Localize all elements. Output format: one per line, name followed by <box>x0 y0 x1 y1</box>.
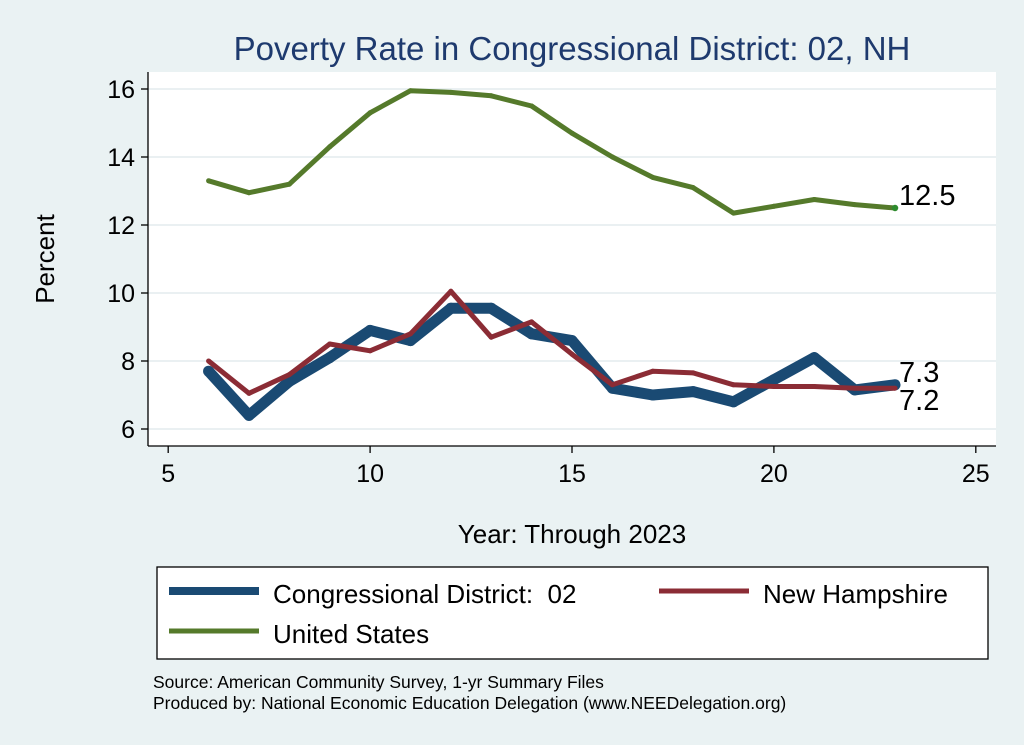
series-0-point-17 <box>647 389 659 401</box>
chart-title: Poverty Rate in Congressional District: … <box>234 30 911 67</box>
series-1-point-9 <box>327 341 333 347</box>
series-2-point-13 <box>488 93 494 99</box>
series-2-point-14 <box>529 103 535 109</box>
series-1-point-20 <box>771 384 777 389</box>
series-2-point-20 <box>771 203 777 209</box>
end-label-0: 7.3 <box>899 357 939 389</box>
series-1-point-18 <box>690 370 696 376</box>
series-2-point-15 <box>569 130 575 136</box>
series-line-1 <box>207 288 895 396</box>
series-1-point-22 <box>852 385 858 391</box>
y-tick-label-16: 16 <box>107 76 135 104</box>
x-tick-label-5: 5 <box>161 460 175 488</box>
series-2-point-9 <box>327 144 333 150</box>
series-1-point-11 <box>407 331 413 337</box>
end-label-2: 12.5 <box>899 180 955 212</box>
series-2-point-19 <box>731 210 737 216</box>
y-tick-label-12: 12 <box>107 212 135 240</box>
series-2-point-8 <box>286 181 292 187</box>
end-marker-2 <box>891 204 899 212</box>
source-note: Source: American Community Survey, 1-yr … <box>153 672 604 692</box>
x-tick-label-25: 25 <box>962 460 990 488</box>
series-1-point-17 <box>650 368 656 374</box>
x-tick-label-20: 20 <box>760 460 788 488</box>
series-1-point-21 <box>811 384 817 389</box>
series-0-point-10 <box>364 324 376 336</box>
series-1-point-10 <box>367 348 373 354</box>
series-1-point-6 <box>206 358 212 364</box>
x-axis-label: Year: Through 2023 <box>458 519 686 549</box>
series-0-point-14 <box>526 328 538 340</box>
series-0-point-19 <box>728 396 740 408</box>
y-axis-ticks: 6 8 10 12 14 16 <box>107 76 148 444</box>
y-axis-label: Percent <box>30 213 60 303</box>
series-1-point-14 <box>529 319 535 325</box>
series-2-point-22 <box>852 202 858 208</box>
series-0-point-7 <box>243 409 255 421</box>
series-1-point-23 <box>892 385 898 391</box>
legend-label-district: Congressional District: 02 <box>273 579 576 609</box>
series-0-point-6 <box>203 365 215 377</box>
series-2-point-17 <box>650 174 656 180</box>
series-1-point-13 <box>488 334 494 340</box>
series-1-point-8 <box>286 372 292 378</box>
series-0-point-20 <box>768 374 780 386</box>
series-2-point-11 <box>407 88 413 94</box>
series-2-point-12 <box>448 89 454 95</box>
y-tick-label-6: 6 <box>121 416 135 444</box>
y-tick-label-8: 8 <box>121 348 135 376</box>
series-2-point-7 <box>246 190 252 196</box>
produced-by-note: Produced by: National Economic Education… <box>153 693 786 713</box>
series-1-point-7 <box>246 390 252 396</box>
series-0-point-9 <box>324 352 336 364</box>
series-2-point-10 <box>367 110 373 116</box>
series-1-point-15 <box>569 351 575 357</box>
legend-label-new-hampshire: New Hampshire <box>763 579 948 609</box>
series-layer <box>203 88 901 421</box>
series-0-point-12 <box>445 302 457 314</box>
series-2-point-6 <box>206 178 212 184</box>
series-1-point-19 <box>731 382 737 388</box>
legend-box <box>156 566 989 660</box>
series-0-point-13 <box>485 302 497 314</box>
series-1-point-16 <box>609 382 615 388</box>
legend-label-united-states: United States <box>273 619 429 649</box>
series-1-point-12 <box>448 288 454 294</box>
series-0-point-21 <box>808 352 820 364</box>
series-2-point-21 <box>811 197 817 202</box>
series-0-point-8 <box>283 375 295 387</box>
series-line-2 <box>207 88 896 216</box>
x-tick-label-10: 10 <box>356 460 384 488</box>
end-label-1: 7.2 <box>899 385 939 417</box>
series-2-point-16 <box>609 154 615 160</box>
y-tick-label-10: 10 <box>107 280 135 308</box>
series-2-point-18 <box>690 185 696 191</box>
series-0-point-11 <box>404 335 416 347</box>
end-labels: 7.37.2 12.5 <box>891 180 956 417</box>
y-tick-label-14: 14 <box>107 144 135 172</box>
series-0-point-18 <box>687 386 699 398</box>
x-tick-label-15: 15 <box>558 460 586 488</box>
series-0-point-15 <box>566 335 578 347</box>
grid-lines <box>148 88 996 430</box>
x-axis-ticks: 5 10 15 20 25 <box>161 446 990 488</box>
